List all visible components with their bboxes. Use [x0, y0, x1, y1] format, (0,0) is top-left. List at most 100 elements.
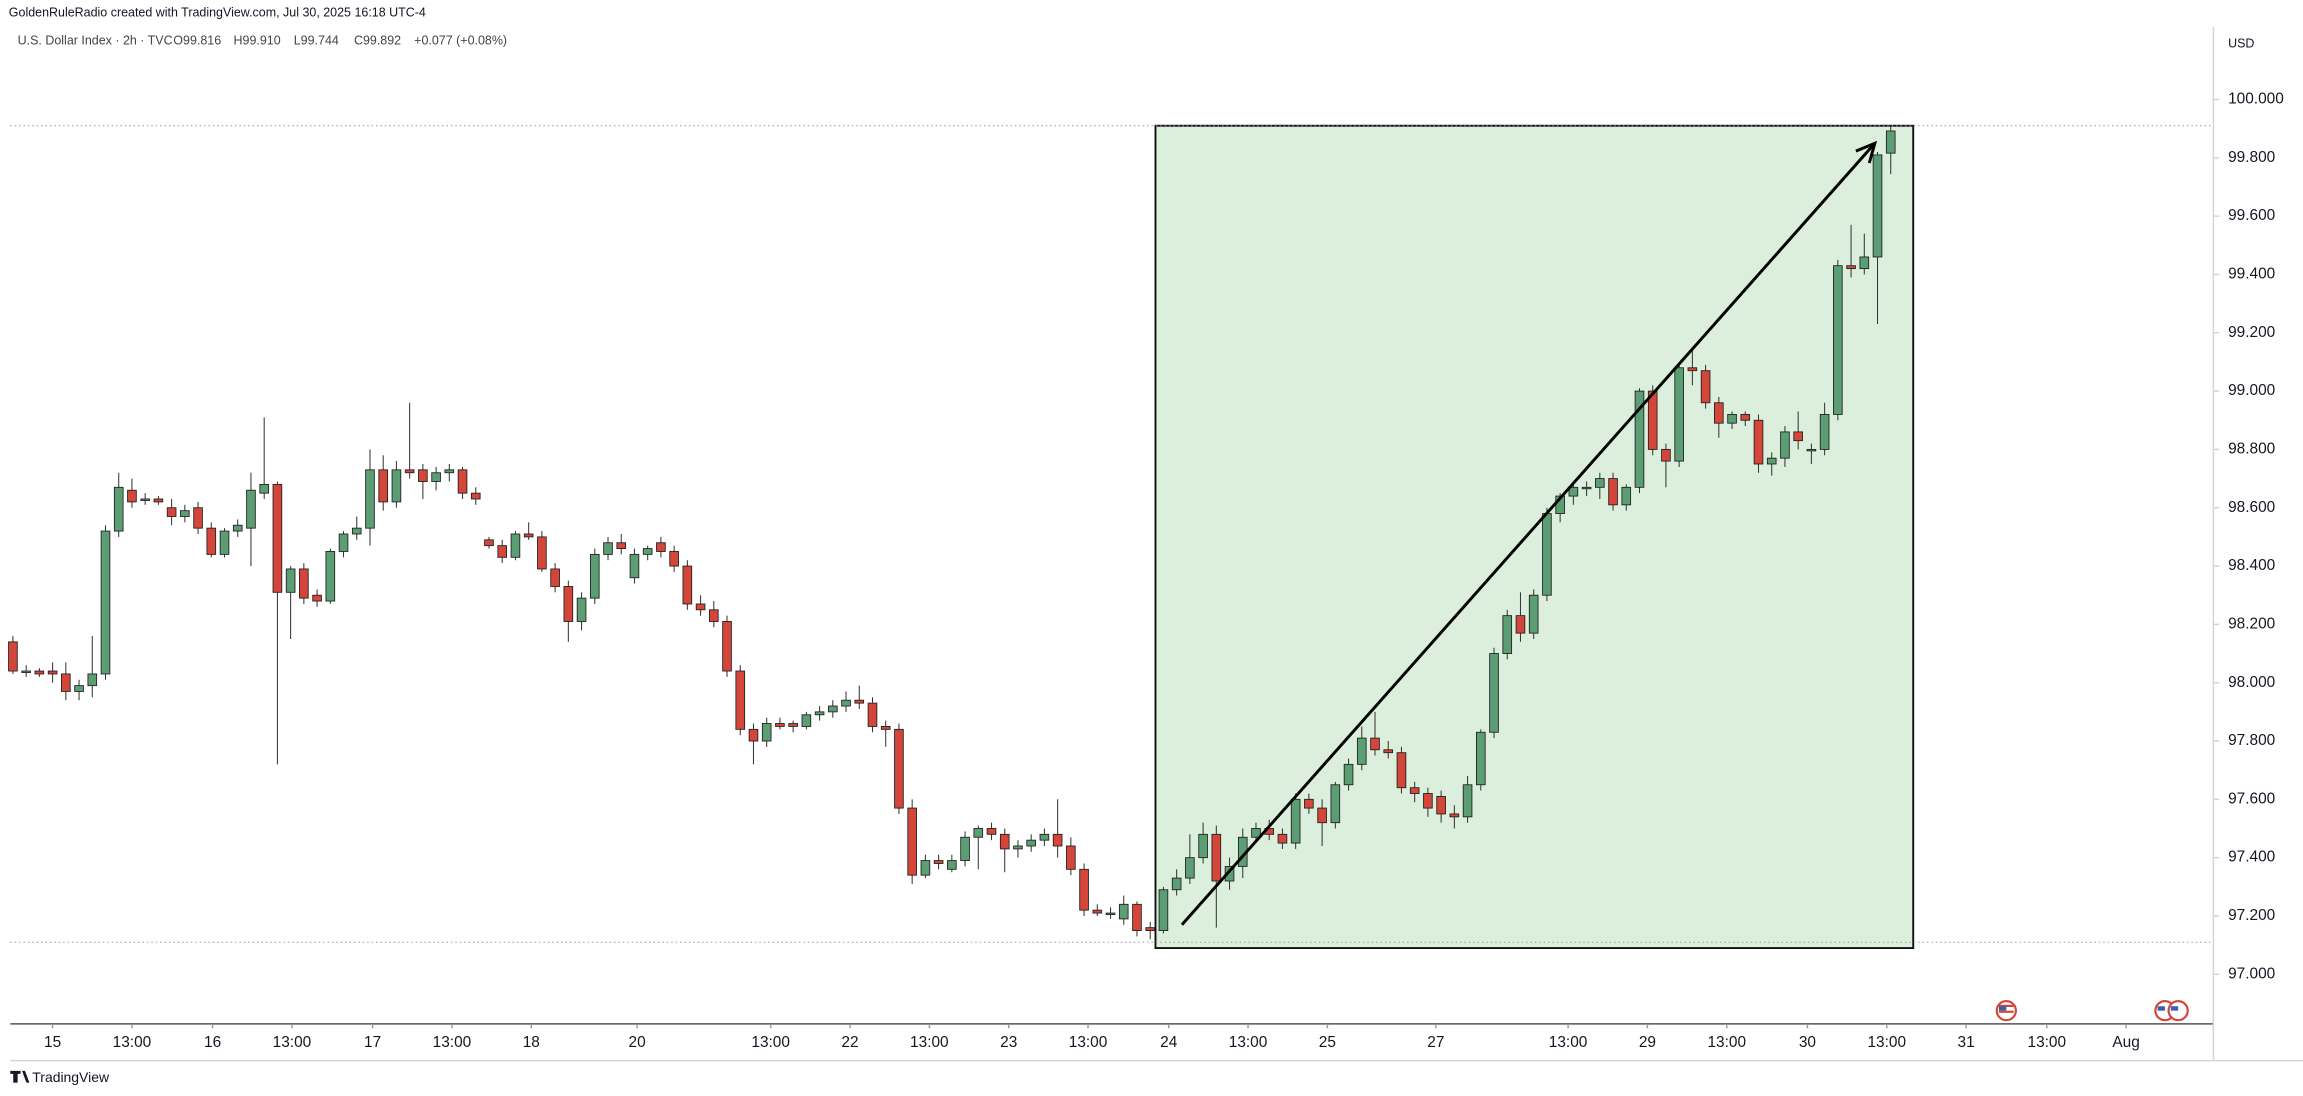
candle-body [113, 486, 124, 532]
candle-body [246, 489, 256, 529]
candle-body [206, 527, 217, 555]
candle-body [1806, 448, 1817, 452]
candle-body [1409, 787, 1420, 794]
candle-body [722, 621, 732, 672]
candle-body [907, 807, 917, 876]
change: +0.077 (+0.08%) [414, 34, 507, 48]
candle-body [867, 702, 878, 727]
candle-body [1595, 478, 1605, 488]
candle-body [431, 472, 441, 482]
candle-body [470, 492, 481, 500]
y-tick-label: 98.000 [2228, 674, 2275, 691]
currency: USD [2228, 37, 2254, 51]
y-tick-label: 99.600 [2228, 207, 2275, 224]
attribution: GoldenRuleRadio created with TradingView… [9, 6, 426, 20]
candle-body [61, 673, 71, 692]
candle-body [1224, 865, 1235, 882]
candle-body [193, 507, 203, 529]
candle-body [1846, 265, 1856, 270]
candle-body [920, 860, 931, 876]
candle-body [1475, 731, 1486, 786]
candle-body [312, 594, 322, 602]
candle-body [695, 603, 706, 611]
candle-body [1013, 845, 1023, 850]
candle-body [1290, 798, 1301, 844]
candle-body [1052, 833, 1063, 847]
candle-body [1105, 912, 1116, 915]
candle-body [1079, 868, 1089, 911]
candle-body [1171, 877, 1182, 891]
candle-body [1489, 653, 1499, 733]
x-tick-label: 13:00 [751, 1034, 790, 1051]
candle-body [404, 469, 415, 474]
candle-body [180, 510, 190, 517]
event-flag [2154, 1000, 2189, 1022]
y-tick-label: 100.000 [2228, 91, 2284, 108]
x-tick-label: 18 [523, 1034, 540, 1051]
candle-body [576, 597, 587, 622]
candle-body [828, 705, 838, 713]
y-tick-label: 98.200 [2228, 615, 2275, 632]
candle-body [1542, 513, 1552, 596]
y-tick-label: 99.400 [2228, 266, 2275, 283]
x-tick-label: 20 [629, 1034, 646, 1051]
candle-body [1740, 413, 1751, 421]
candle-body [986, 828, 997, 835]
x-tick-label: 13:00 [113, 1034, 152, 1051]
candle-body [589, 553, 600, 599]
candle-body [74, 685, 84, 692]
candle-body [1528, 594, 1539, 634]
candle-body [1766, 457, 1777, 465]
candle-body [1396, 752, 1407, 789]
candle-body [1568, 486, 1579, 497]
candle-body [1356, 737, 1367, 765]
x-tick-label: 16 [204, 1034, 221, 1051]
candle-body [34, 670, 45, 675]
x-tick-label: 13:00 [1867, 1034, 1906, 1051]
candle-body [801, 714, 812, 727]
y-tick-label: 97.200 [2228, 907, 2275, 924]
candle-body [947, 860, 957, 870]
candle-body [497, 545, 508, 558]
x-tick-label: 13:00 [1707, 1034, 1746, 1051]
y-tick-label: 98.600 [2228, 499, 2275, 516]
candle-body [1634, 390, 1645, 488]
ohlc-value: H99.910 [234, 34, 281, 48]
candle-body [21, 670, 31, 673]
ohlc-legend: O99.816 H99.910 L99.744 C99.892 +0.077 (+0.0… [173, 34, 507, 48]
event-flag [1995, 1000, 2017, 1022]
candle-body [854, 699, 865, 704]
candle-body [1158, 889, 1169, 932]
x-tick-label: 13:00 [910, 1034, 949, 1051]
x-tick-label: 23 [1000, 1034, 1017, 1051]
y-tick-label: 99.000 [2228, 382, 2275, 399]
candle-body [735, 670, 746, 730]
x-tick-label: 13:00 [1549, 1034, 1588, 1051]
x-tick-label: 13:00 [1229, 1034, 1268, 1051]
candle-body [1370, 737, 1380, 751]
y-tick-label: 98.400 [2228, 557, 2275, 574]
candle-body [1621, 486, 1632, 506]
candle-body [1687, 367, 1698, 372]
candle-body [1436, 795, 1446, 815]
price-pane [8, 124, 2214, 950]
y-tick-label: 99.800 [2228, 149, 2275, 166]
candle-body [761, 723, 772, 742]
y-tick-label: 97.000 [2228, 965, 2275, 982]
candle-body [814, 711, 825, 716]
candle-body [418, 469, 428, 482]
candle-body [1423, 793, 1433, 809]
candle-body [603, 542, 613, 555]
candle-body [140, 498, 150, 501]
x-tick-label: 17 [364, 1034, 381, 1051]
y-tick-label: 97.600 [2228, 790, 2275, 807]
candle-body [563, 586, 574, 622]
candle-body [669, 551, 679, 567]
candle-body [285, 568, 296, 593]
candle-body [999, 833, 1010, 850]
candle-body [1714, 402, 1724, 424]
candle-body [708, 609, 719, 622]
candle-body [510, 533, 521, 558]
candle-body [550, 568, 560, 587]
